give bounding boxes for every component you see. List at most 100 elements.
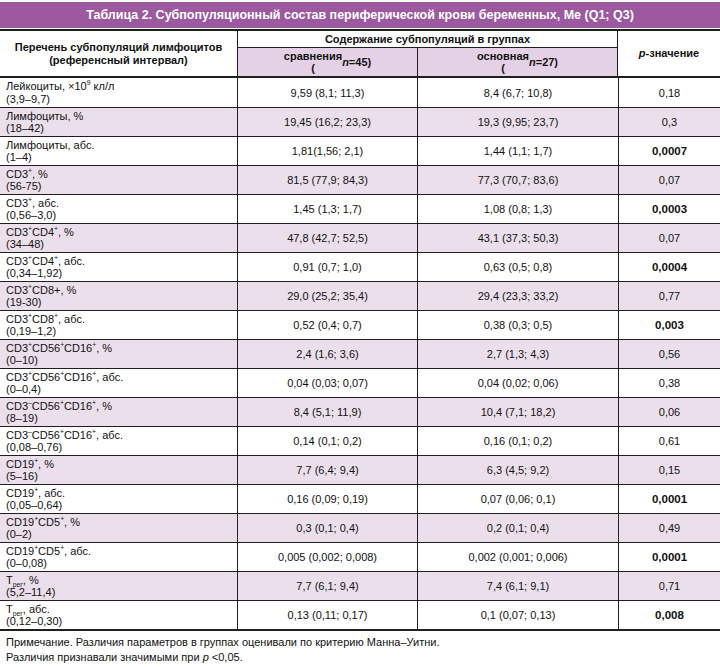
- comparison-group-value: 0,52 (0,4; 0,7): [237, 311, 417, 339]
- table-row: CD3+CD4+, абс. (0,34–1,92) 0,91 (0,7; 1,…: [0, 252, 720, 281]
- p-value: 0,0001: [618, 485, 720, 513]
- table-footnote: Примечание. Различия параметров в группа…: [0, 629, 720, 664]
- table-row: CD3+CD8+, абс. (0,19–1,2) 0,52 (0,4; 0,7…: [0, 310, 720, 339]
- table-row: CD3–CD56+CD16+, % (8–19) 8,4 (5,1; 11,9)…: [0, 397, 720, 426]
- table-row: CD3–CD56+CD16+, абс. (0,08–0,76) 0,14 (0…: [0, 426, 720, 455]
- p-value: 0,008: [618, 601, 720, 629]
- subpopulation-label: CD3+CD4+, %: [6, 226, 237, 239]
- subpopulation-label: CD3+, %: [6, 168, 237, 181]
- main-group-value: 6,3 (4,5; 9,2): [417, 456, 618, 484]
- p-value: 0,18: [618, 78, 720, 107]
- reference-interval: (0–0,08): [6, 557, 237, 570]
- main-group-value: 0,38 (0,3; 0,5): [417, 311, 618, 339]
- p-value-column-header: p-значение: [618, 31, 720, 76]
- p-value: 0,56: [618, 340, 720, 368]
- subpopulation-cell: Трег, % (5,2–11,4): [0, 572, 237, 600]
- reference-interval: (0–10): [6, 354, 237, 367]
- comparison-group-value: 0,04 (0,03; 0,07): [237, 369, 417, 397]
- table-row: CD3+CD8+, % (19-30) 29,0 (25,2; 35,4) 29…: [0, 281, 720, 310]
- subpopulation-label: CD3+CD4+, абс.: [6, 255, 237, 268]
- subpopulation-cell: CD19+CD5+, абс. (0–0,08): [0, 543, 237, 571]
- subpopulation-cell: Лимфоциты, абс. (1–4): [0, 137, 237, 165]
- p-value: 0,07: [618, 224, 720, 252]
- subpopulation-label: CD19+, абс.: [6, 487, 237, 500]
- subpopulation-cell: CD3+, абс. (0,56–3,0): [0, 195, 237, 223]
- table-row: CD3+CD56+CD16+, абс. (0–0,4) 0,04 (0,03;…: [0, 368, 720, 397]
- subgroup-headers: сравнения(n=45) основная(n=27): [238, 48, 617, 76]
- footnote-line-1: Примечание. Различия параметров в группа…: [6, 635, 714, 650]
- table-row: Трег, % (5,2–11,4) 7,7 (6,1; 9,4) 7,4 (6…: [0, 571, 720, 600]
- p-value: 0,0004: [618, 253, 720, 281]
- p-value: 0,3: [618, 108, 720, 136]
- subpopulation-label: CD3+CD8+, абс.: [6, 313, 237, 326]
- main-group-value: 10,4 (7,1; 18,2): [417, 398, 618, 426]
- table-row: Лимфоциты, % (18–42) 19,45 (16,2; 23,3) …: [0, 107, 720, 136]
- comparison-group-value: 1,45 (1,3; 1,7): [237, 195, 417, 223]
- comparison-group-value: 19,45 (16,2; 23,3): [237, 108, 417, 136]
- main-group-value: 0,63 (0,5; 0,8): [417, 253, 618, 281]
- main-group-value: 0,2 (0,1; 0,4): [417, 514, 618, 542]
- subpopulation-label: CD19+, %: [6, 458, 237, 471]
- comparison-group-value: 0,005 (0,002; 0,008): [237, 543, 417, 571]
- subpopulation-cell: CD3–CD56+CD16+, % (8–19): [0, 398, 237, 426]
- comparison-group-value: 1,81(1,56; 2,1): [237, 137, 417, 165]
- comparison-group-value: 0,13 (0,11; 0,17): [237, 601, 417, 629]
- subpopulation-cell: CD3+CD4+, % (34–48): [0, 224, 237, 252]
- main-group-value: 43,1 (37,3; 50,3): [417, 224, 618, 252]
- comparison-group-value: 7,7 (6,1; 9,4): [237, 572, 417, 600]
- subpopulation-cell: CD3+CD56+CD16+, абс. (0–0,4): [0, 369, 237, 397]
- reference-interval: (34–48): [6, 238, 237, 251]
- reference-interval: (0–0,4): [6, 383, 237, 396]
- table-row: Лейкоциты, ×109 кл/л (3,9–9,7) 9,59 (8,1…: [0, 78, 720, 107]
- subpopulation-label: CD3–CD56+CD16+, абс.: [6, 429, 237, 442]
- table-title-bar: Таблица 2. Субпопуляционный состав периф…: [0, 2, 720, 28]
- subpopulation-cell: CD3–CD56+CD16+, абс. (0,08–0,76): [0, 427, 237, 455]
- subpopulation-label: Лимфоциты, %: [6, 110, 237, 123]
- main-group-value: 0,16 (0,1; 0,2): [417, 427, 618, 455]
- main-group-value: 1,44 (1,1; 1,7): [417, 137, 618, 165]
- main-group-value: 0,07 (0,06; 0,1): [417, 485, 618, 513]
- reference-interval: (0,05–0,64): [6, 499, 237, 512]
- subpopulation-cell: CD19+, % (5–16): [0, 456, 237, 484]
- main-group-value: 29,4 (23,3; 33,2): [417, 282, 618, 310]
- param-column-header: Перечень субпопуляций лимфоцитов(референ…: [0, 31, 237, 76]
- comparison-group-value: 0,14 (0,1; 0,2): [237, 427, 417, 455]
- subpopulation-label: CD19+CD5+, абс.: [6, 545, 237, 558]
- p-value: 0,71: [618, 572, 720, 600]
- table-row: CD3+, % (56-75) 81,5 (77,9; 84,3) 77,3 (…: [0, 165, 720, 194]
- table-row: CD3+, абс. (0,56–3,0) 1,45 (1,3; 1,7) 1,…: [0, 194, 720, 223]
- p-value: 0,06: [618, 398, 720, 426]
- table-row: Трег, абс. (0,12–0,30) 0,13 (0,11; 0,17)…: [0, 600, 720, 629]
- reference-interval: (0,56–3,0): [6, 209, 237, 222]
- reference-interval: (19-30): [6, 296, 237, 309]
- subpopulation-cell: CD3+CD56+CD16+, % (0–10): [0, 340, 237, 368]
- comparison-group-value: 2,4 (1,6; 3,6): [237, 340, 417, 368]
- subpopulation-label: Лимфоциты, абс.: [6, 139, 237, 152]
- p-value: 0,38: [618, 369, 720, 397]
- table-row: CD19+, абс. (0,05–0,64) 0,16 (0,09; 0,19…: [0, 484, 720, 513]
- subpopulation-cell: CD19+CD5+, % (0–2): [0, 514, 237, 542]
- reference-interval: (8–19): [6, 412, 237, 425]
- table-header: Перечень субпопуляций лимфоцитов(референ…: [0, 31, 720, 78]
- main-group-value: 1,08 (0,8; 1,3): [417, 195, 618, 223]
- comparison-group-value: 0,3 (0,1; 0,4): [237, 514, 417, 542]
- subpopulation-label: Трег, абс.: [6, 603, 237, 616]
- comparison-group-value: 81,5 (77,9; 84,3): [237, 166, 417, 194]
- subpopulation-cell: CD3+CD8+, % (19-30): [0, 282, 237, 310]
- p-value: 0,0003: [618, 195, 720, 223]
- subpopulation-label: Лейкоциты, ×109 кл/л: [6, 80, 237, 93]
- p-value: 0,15: [618, 456, 720, 484]
- reference-interval: (0,19–1,2): [6, 325, 237, 338]
- table-row: CD3+CD4+, % (34–48) 47,8 (42,7; 52,5) 43…: [0, 223, 720, 252]
- main-group-value: 2,7 (1,3; 4,3): [417, 340, 618, 368]
- p-value: 0,77: [618, 282, 720, 310]
- reference-interval: (0,08–0,76): [6, 441, 237, 454]
- subpopulation-cell: Лейкоциты, ×109 кл/л (3,9–9,7): [0, 78, 237, 107]
- subpopulation-cell: CD3+CD4+, абс. (0,34–1,92): [0, 253, 237, 281]
- main-group-value: 77,3 (70,7; 83,6): [417, 166, 618, 194]
- subpopulation-label: CD3+CD56+CD16+, %: [6, 342, 237, 355]
- reference-interval: (5,2–11,4): [6, 586, 237, 599]
- main-group-value: 7,4 (6,1; 9,1): [417, 572, 618, 600]
- subpopulation-cell: CD3+, % (56-75): [0, 166, 237, 194]
- comparison-group-header: сравнения(n=45): [238, 48, 418, 76]
